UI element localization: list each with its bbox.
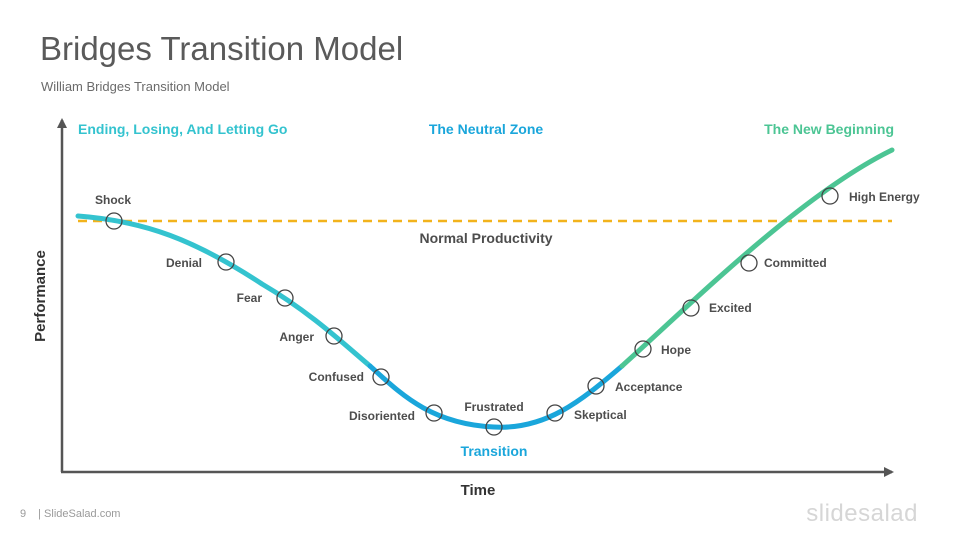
stage-label-frustrated: Frustrated xyxy=(464,400,523,414)
x-axis-title: Time xyxy=(461,482,496,499)
stage-label-skeptical: Skeptical xyxy=(574,408,627,422)
stage-label-denial: Denial xyxy=(166,256,202,270)
normal-productivity-label: Normal Productivity xyxy=(419,230,552,246)
curve-neutral-phase xyxy=(367,363,625,430)
stage-marker-hope xyxy=(634,340,652,358)
stage-marker-excited xyxy=(682,299,700,317)
stage-marker-shock xyxy=(105,212,123,230)
transition-label: Transition xyxy=(461,443,528,459)
stage-marker-high-energy xyxy=(821,187,839,205)
stage-marker-committed xyxy=(740,254,758,272)
stage-label-hope: Hope xyxy=(661,343,691,357)
slide-footer: 9 | SlideSalad.com xyxy=(20,508,120,520)
stage-label-excited: Excited xyxy=(709,301,752,315)
zone-heading-beginning: The New Beginning xyxy=(764,121,894,137)
stage-marker-skeptical xyxy=(546,404,564,422)
brand-logo: slidesalad xyxy=(806,500,918,527)
stage-label-anger: Anger xyxy=(279,330,314,344)
stage-label-disoriented: Disoriented xyxy=(349,409,415,423)
slide-title: Bridges Transition Model xyxy=(40,30,404,67)
zone-heading-ending: Ending, Losing, And Letting Go xyxy=(78,121,287,137)
stage-marker-fear xyxy=(276,289,294,307)
stage-label-acceptance: Acceptance xyxy=(615,380,683,394)
curve-beginning-phase xyxy=(619,147,895,369)
curve-ending-phase xyxy=(75,213,373,369)
footer-source: | SlideSalad.com xyxy=(38,508,121,520)
stage-marker-acceptance xyxy=(587,377,605,395)
stage-label-confused: Confused xyxy=(309,370,364,384)
stage-marker-denial xyxy=(217,253,235,271)
stage-label-committed: Committed xyxy=(764,256,827,270)
slide-subtitle: William Bridges Transition Model xyxy=(41,79,230,94)
stage-marker-frustrated xyxy=(485,418,503,436)
zone-heading-neutral: The Neutral Zone xyxy=(429,121,544,137)
stage-label-high-energy: High Energy xyxy=(849,190,920,204)
y-axis-title: Performance xyxy=(32,250,49,342)
stage-label-fear: Fear xyxy=(237,291,263,305)
stage-marker-disoriented xyxy=(425,404,443,422)
stage-marker-anger xyxy=(325,327,343,345)
page-number: 9 xyxy=(20,508,27,520)
stage-marker-confused xyxy=(372,368,390,386)
stage-label-shock: Shock xyxy=(95,193,131,207)
